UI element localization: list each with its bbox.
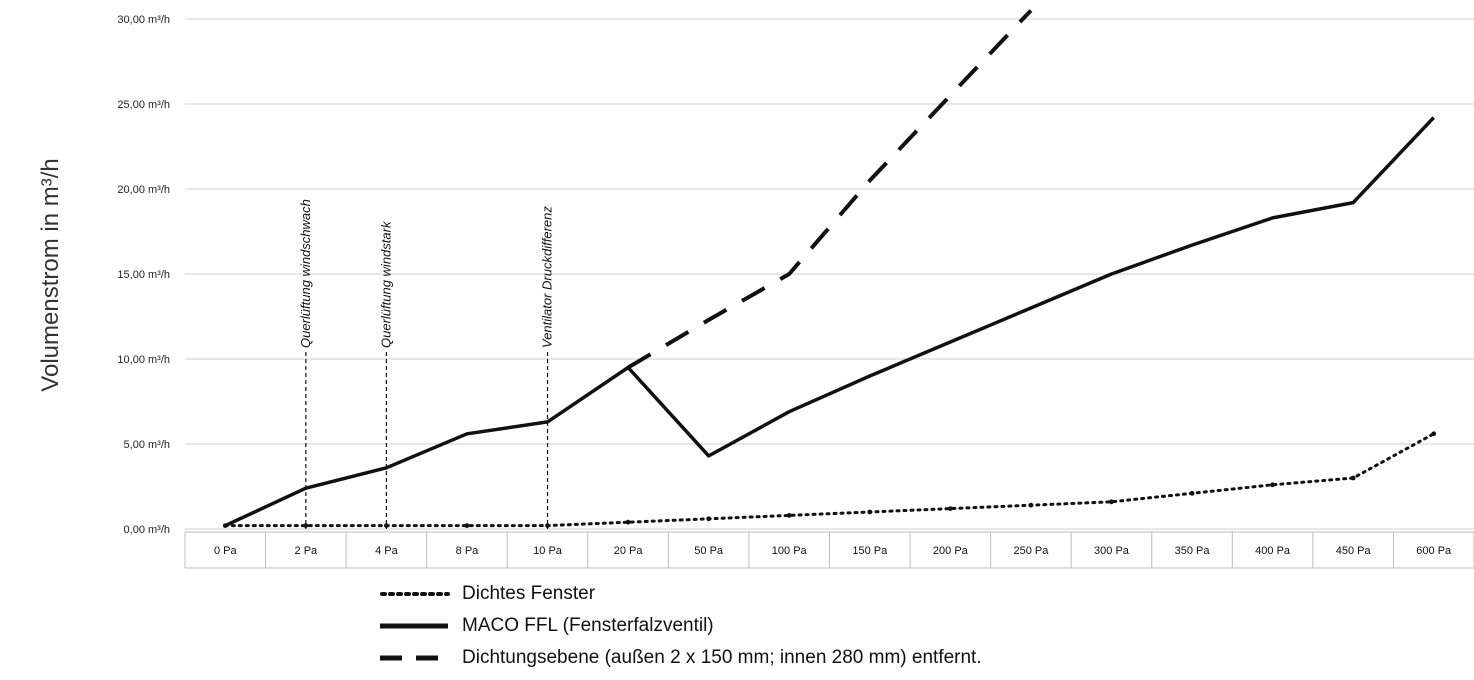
x-tick-label: 150 Pa: [852, 545, 888, 557]
data-point: [947, 506, 953, 511]
x-tick-label: 200 Pa: [933, 545, 969, 557]
data-point: [1109, 499, 1114, 505]
x-tick-label: 600 Pa: [1416, 545, 1452, 557]
y-axis-title: Volumenstrom in m³/h: [37, 158, 64, 391]
data-point: [1189, 490, 1195, 496]
x-tick-label: 2 Pa: [295, 545, 319, 557]
legend: Dichtes Fenster MACO FFL (Fensterfalzven…: [378, 578, 982, 674]
x-tick-label: 50 Pa: [694, 545, 724, 557]
legend-item-dichtungsebene: Dichtungsebene (außen 2 x 150 mm; innen …: [378, 642, 982, 674]
x-tick-label: 10 Pa: [533, 545, 563, 557]
data-point: [786, 513, 792, 518]
data-point: [706, 516, 712, 522]
y-axis-tick-labels: 0,00 m³/h 5,00 m³/h 10,00 m³/h 15,00 m³/h 20…: [117, 14, 170, 536]
series-lines: [222, 9, 1437, 528]
x-tick-label: 400 Pa: [1255, 545, 1291, 557]
x-axis-category-table: 0 Pa 2 Pa 4 Pa 8 Pa 10 Pa 20 Pa 50 Pa 100 Pa 150…: [184, 531, 1474, 569]
data-point: [303, 523, 309, 528]
y-tick-label: 30,00 m³/h: [117, 14, 170, 26]
y-tick-label: 25,00 m³/h: [117, 99, 170, 111]
series-line-dashed: [627, 9, 1033, 370]
x-tick-label: 8 Pa: [456, 545, 480, 557]
annotation-label: Querlüftung windschwach: [298, 199, 313, 348]
annotation-label: Ventilator Druckdifferenz: [540, 206, 555, 348]
y-tick-label: 15,00 m³/h: [117, 269, 170, 281]
x-tick-label: 20 Pa: [614, 545, 644, 557]
y-tick-label: 10,00 m³/h: [117, 354, 170, 366]
x-tick-label: 450 Pa: [1336, 545, 1372, 557]
series-line-dotted: [223, 432, 1436, 528]
y-tick-label: 5,00 m³/h: [124, 439, 170, 451]
data-point: [1350, 475, 1356, 481]
x-tick-label: 100 Pa: [772, 545, 808, 557]
x-tick-label: 4 Pa: [375, 545, 399, 557]
legend-label: MACO FFL (Fensterfalzventil): [462, 615, 714, 636]
x-tick-label: 250 Pa: [1013, 545, 1049, 557]
data-point: [464, 523, 470, 528]
annotation-label: Querlüftung windstark: [378, 220, 393, 348]
y-tick-label: 0,00 m³/h: [124, 524, 170, 536]
data-point: [867, 509, 873, 515]
solid-line-swatch-icon: [380, 623, 448, 629]
y-tick-label: 20,00 m³/h: [117, 184, 170, 196]
dashed-line-swatch-icon: [380, 655, 448, 661]
data-point: [625, 519, 631, 525]
x-tick-label: 0 Pa: [214, 545, 238, 557]
x-tick-label: 350 Pa: [1175, 545, 1211, 557]
legend-label: Dichtungsebene (außen 2 x 150 mm; innen …: [462, 647, 982, 668]
data-point: [545, 523, 550, 528]
data-point: [1270, 482, 1275, 488]
legend-label: Dichtes Fenster: [462, 583, 596, 604]
data-point: [1431, 431, 1437, 437]
x-tick-label: 300 Pa: [1094, 545, 1130, 557]
legend-item-maco-ffl: MACO FFL (Fensterfalzventil): [378, 610, 982, 642]
series-line-solid: [224, 116, 1435, 528]
annotations: Querlüftung windschwach Querlüftung winds…: [298, 199, 555, 529]
dotted-line-swatch-icon: [380, 592, 450, 596]
legend-item-dichtes-fenster: Dichtes Fenster: [378, 578, 982, 610]
data-point: [384, 523, 389, 528]
data-point: [1028, 502, 1034, 508]
grid-lines: [185, 18, 1474, 530]
